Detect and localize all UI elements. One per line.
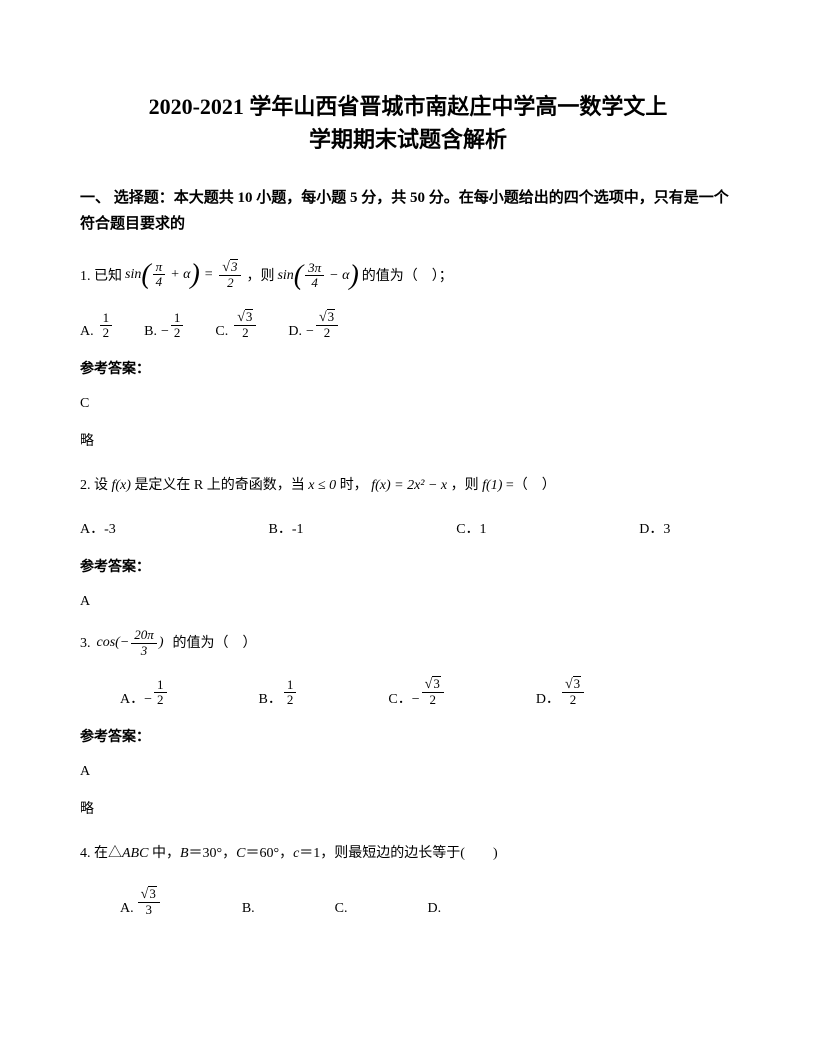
q1-answer: C — [80, 396, 736, 412]
q3-option-a: A． − 12 — [120, 676, 169, 708]
section-1-header: 一、 选择题：本大题共 10 小题，每小题 5 分，共 50 分。在每小题给出的… — [80, 186, 736, 237]
q4-options: A. √33 B. C. D. — [80, 886, 736, 918]
q1-option-a: A. 12 — [80, 311, 114, 341]
q2-cond: x ≤ 0 — [308, 478, 336, 493]
q1-formula-1: sin ( π 4 + α ) = √3 2 — [125, 259, 243, 291]
q1-option-b: B. − 12 — [144, 311, 185, 341]
q3-formula: cos ( − 20π 3 ) — [97, 628, 164, 658]
q2-formula: f(x) = 2x² − x — [371, 478, 447, 493]
title-line-1: 2020-2021 学年山西省晋城市南赵庄中学高一数学文上 — [80, 90, 736, 123]
question-4: 4. 在△ABC 中，B＝30°，C＝60°，c＝1，则最短边的边长等于( ) — [80, 840, 736, 868]
q1-answer-label: 参考答案： — [80, 358, 736, 378]
q4-option-c: C. — [335, 886, 348, 918]
q2-f1: f(1) — [482, 478, 502, 493]
q2-answer-label: 参考答案： — [80, 556, 736, 576]
q2-answer: A — [80, 594, 736, 610]
q2-option-b: B．-1 — [268, 518, 303, 538]
q3-option-b: B． 12 — [259, 676, 299, 708]
q2-option-a: A．-3 — [80, 518, 116, 538]
q1-formula-2: sin ( 3π 4 − α ) — [277, 261, 358, 291]
q1-explain: 略 — [80, 430, 736, 450]
q1-mid1: ，则 — [246, 263, 274, 291]
question-3: 3. cos ( − 20π 3 ) 的值为（ ） — [80, 628, 736, 658]
q3-option-d: D． √32 — [536, 676, 586, 708]
q4-option-b: B. — [242, 886, 255, 918]
q3-options: A． − 12 B． 12 C． − √32 D． √32 — [80, 676, 736, 708]
q1-option-d: D. − √32 — [288, 309, 340, 341]
q2-fx: f(x) — [112, 478, 131, 493]
title-line-2: 学期期末试题含解析 — [80, 123, 736, 156]
question-1: 1. 已知 sin ( π 4 + α ) = √3 2 ，则 sin ( 3π… — [80, 259, 736, 291]
q2-option-c: C．1 — [456, 518, 486, 538]
question-2: 2. 设 f(x) 是定义在 R 上的奇函数，当 x ≤ 0 时， f(x) =… — [80, 472, 736, 500]
q2-options: A．-3 B．-1 C．1 D．3 — [80, 518, 670, 538]
q1-option-c: C. √32 — [215, 309, 258, 341]
q1-prefix: 1. 已知 — [80, 263, 122, 291]
q3-option-c: C． − √32 — [388, 676, 445, 708]
exam-title: 2020-2021 学年山西省晋城市南赵庄中学高一数学文上 学期期末试题含解析 — [80, 90, 736, 156]
q2-option-d: D．3 — [639, 518, 670, 538]
q3-explain: 略 — [80, 798, 736, 818]
q3-answer-label: 参考答案： — [80, 726, 736, 746]
q3-prefix: 3. — [80, 630, 91, 658]
q4-option-d: D. — [428, 886, 442, 918]
q4-option-a: A. √33 — [120, 886, 162, 918]
q3-suffix: 的值为（ ） — [172, 630, 256, 658]
q1-mid2: 的值为（ ）； — [362, 263, 453, 291]
q4-text: 4. 在△ABC 中，B＝30°，C＝60°，c＝1，则最短边的边长等于( ) — [80, 846, 498, 861]
q1-options: A. 12 B. − 12 C. √32 D. − √32 — [80, 309, 736, 341]
q3-answer: A — [80, 764, 736, 780]
